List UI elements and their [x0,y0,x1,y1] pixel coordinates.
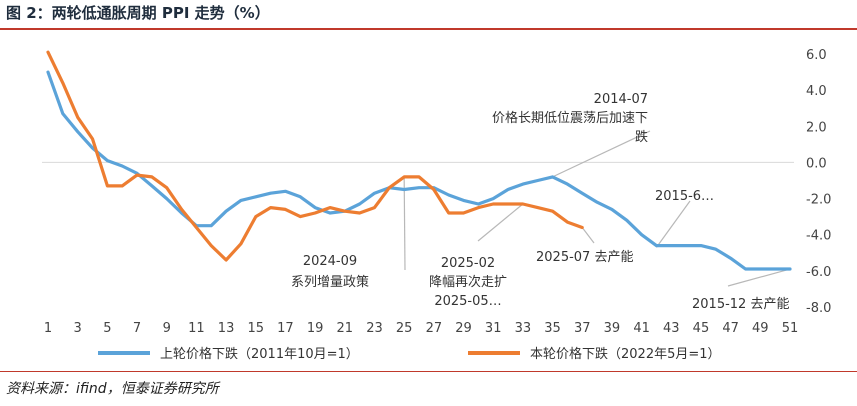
annotation-text: 2014-07 价格长期低位震荡后加速下跌 [492,92,648,145]
x-tick-label: 17 [277,321,294,336]
y-tick-label: -2.0 [806,193,831,208]
y-tick-label: -8.0 [806,301,831,316]
x-tick-label: 3 [74,321,82,336]
chart-title: 图 2：两轮低通胀周期 PPI 走势（%） [6,4,270,22]
annotation-text: 2025-07 去产能 [536,250,633,265]
annotation-text: 2024-09 系列增量政策 [291,254,369,290]
y-tick-label: 2.0 [806,120,827,135]
series-line-2 [46,50,584,262]
x-tick-label: 45 [693,321,710,336]
annotation-line: 2015-12 去产能 [692,297,789,312]
annotation-leader [727,268,791,287]
source-note: 资料来源：ifind，恒泰证券研究所 [6,381,219,397]
annotation-line: 2015-6… [655,189,714,204]
y-tick-label: 4.0 [806,84,827,99]
annotation-line: 2025-05… [434,294,501,309]
x-axis-tick-labels: 1 3 5 7 9 11 13 15 17 19 21 23 25 27 29 31 33 35 37 39 41 43 4… [44,321,798,336]
annotation-line: 价格长期低位震荡后加速下 [492,110,648,126]
x-tick-label: 39 [604,321,621,336]
bottom-divider [0,371,857,372]
x-tick-label: 7 [133,321,141,336]
x-tick-label: 43 [663,321,680,336]
annotation-line: 2025-07 去产能 [536,250,633,265]
annotation-line: 2025-02 [441,256,495,271]
y-tick-label: -4.0 [806,229,831,244]
x-tick-label: 11 [188,321,205,336]
annotation-line: 系列增量政策 [291,274,369,290]
x-tick-label: 41 [633,321,650,336]
x-tick-label: 23 [366,321,383,336]
x-tick-label: 49 [752,321,769,336]
annotation-leader [581,227,595,244]
x-tick-label: 9 [163,321,171,336]
annotation-line: 2024-09 [303,254,357,269]
legend-label: 本轮价格下跌（2022年5月=1） [530,346,721,362]
annotation-line: 跌 [635,129,648,145]
x-tick-label: 37 [574,321,591,336]
legend: 上轮价格下跌（2011年10月=1） 本轮价格下跌（2022年5月=1） [98,346,721,362]
y-tick-label: -6.0 [806,265,831,280]
ppi-line-chart: 6.04.02.00.0-2.0-4.0-6.0-8.0 1 3 5 7 9 11 13 15… [42,48,831,362]
series-line-1 [46,70,792,271]
annotation-leader [477,203,524,242]
x-tick-label: 27 [426,321,443,336]
series-lines [46,50,792,271]
annotation-leader [403,176,406,271]
y-tick-label: 0.0 [806,156,827,171]
x-tick-label: 35 [544,321,561,336]
x-tick-label: 31 [485,321,502,336]
x-tick-label: 1 [44,321,52,336]
annotation-line: 降幅再次走扩 [429,274,507,290]
x-tick-label: 21 [337,321,354,336]
top-divider [0,28,857,30]
annotations: 2014-07 价格长期低位震荡后加速下跌 2015-6… 2024-09 系列增量政策… [291,92,789,312]
x-tick-label: 15 [247,321,264,336]
y-tick-label: 6.0 [806,48,827,63]
x-tick-label: 51 [782,321,799,336]
x-tick-label: 25 [396,321,413,336]
x-tick-label: 29 [455,321,472,336]
annotation-line: 2014-07 [594,92,648,107]
x-tick-label: 13 [218,321,235,336]
y-axis-tick-labels: 6.0 4.0 2.0 0.0 -2.0 -4.0 -6.0 -8.0 [806,48,831,316]
x-tick-label: 5 [103,321,111,336]
annotation-text: 2025-02 降幅再次走扩 2025-05… [429,256,507,309]
x-tick-label: 47 [722,321,739,336]
annotation-text: 2015-12 去产能 [692,297,789,312]
legend-label: 上轮价格下跌（2011年10月=1） [160,346,359,362]
annotation-text: 2015-6… [655,189,714,204]
x-tick-label: 33 [515,321,532,336]
annotation-leader [552,130,651,178]
annotation-leader [655,200,691,248]
annotation-leader-lines [403,130,791,287]
x-tick-label: 19 [307,321,324,336]
